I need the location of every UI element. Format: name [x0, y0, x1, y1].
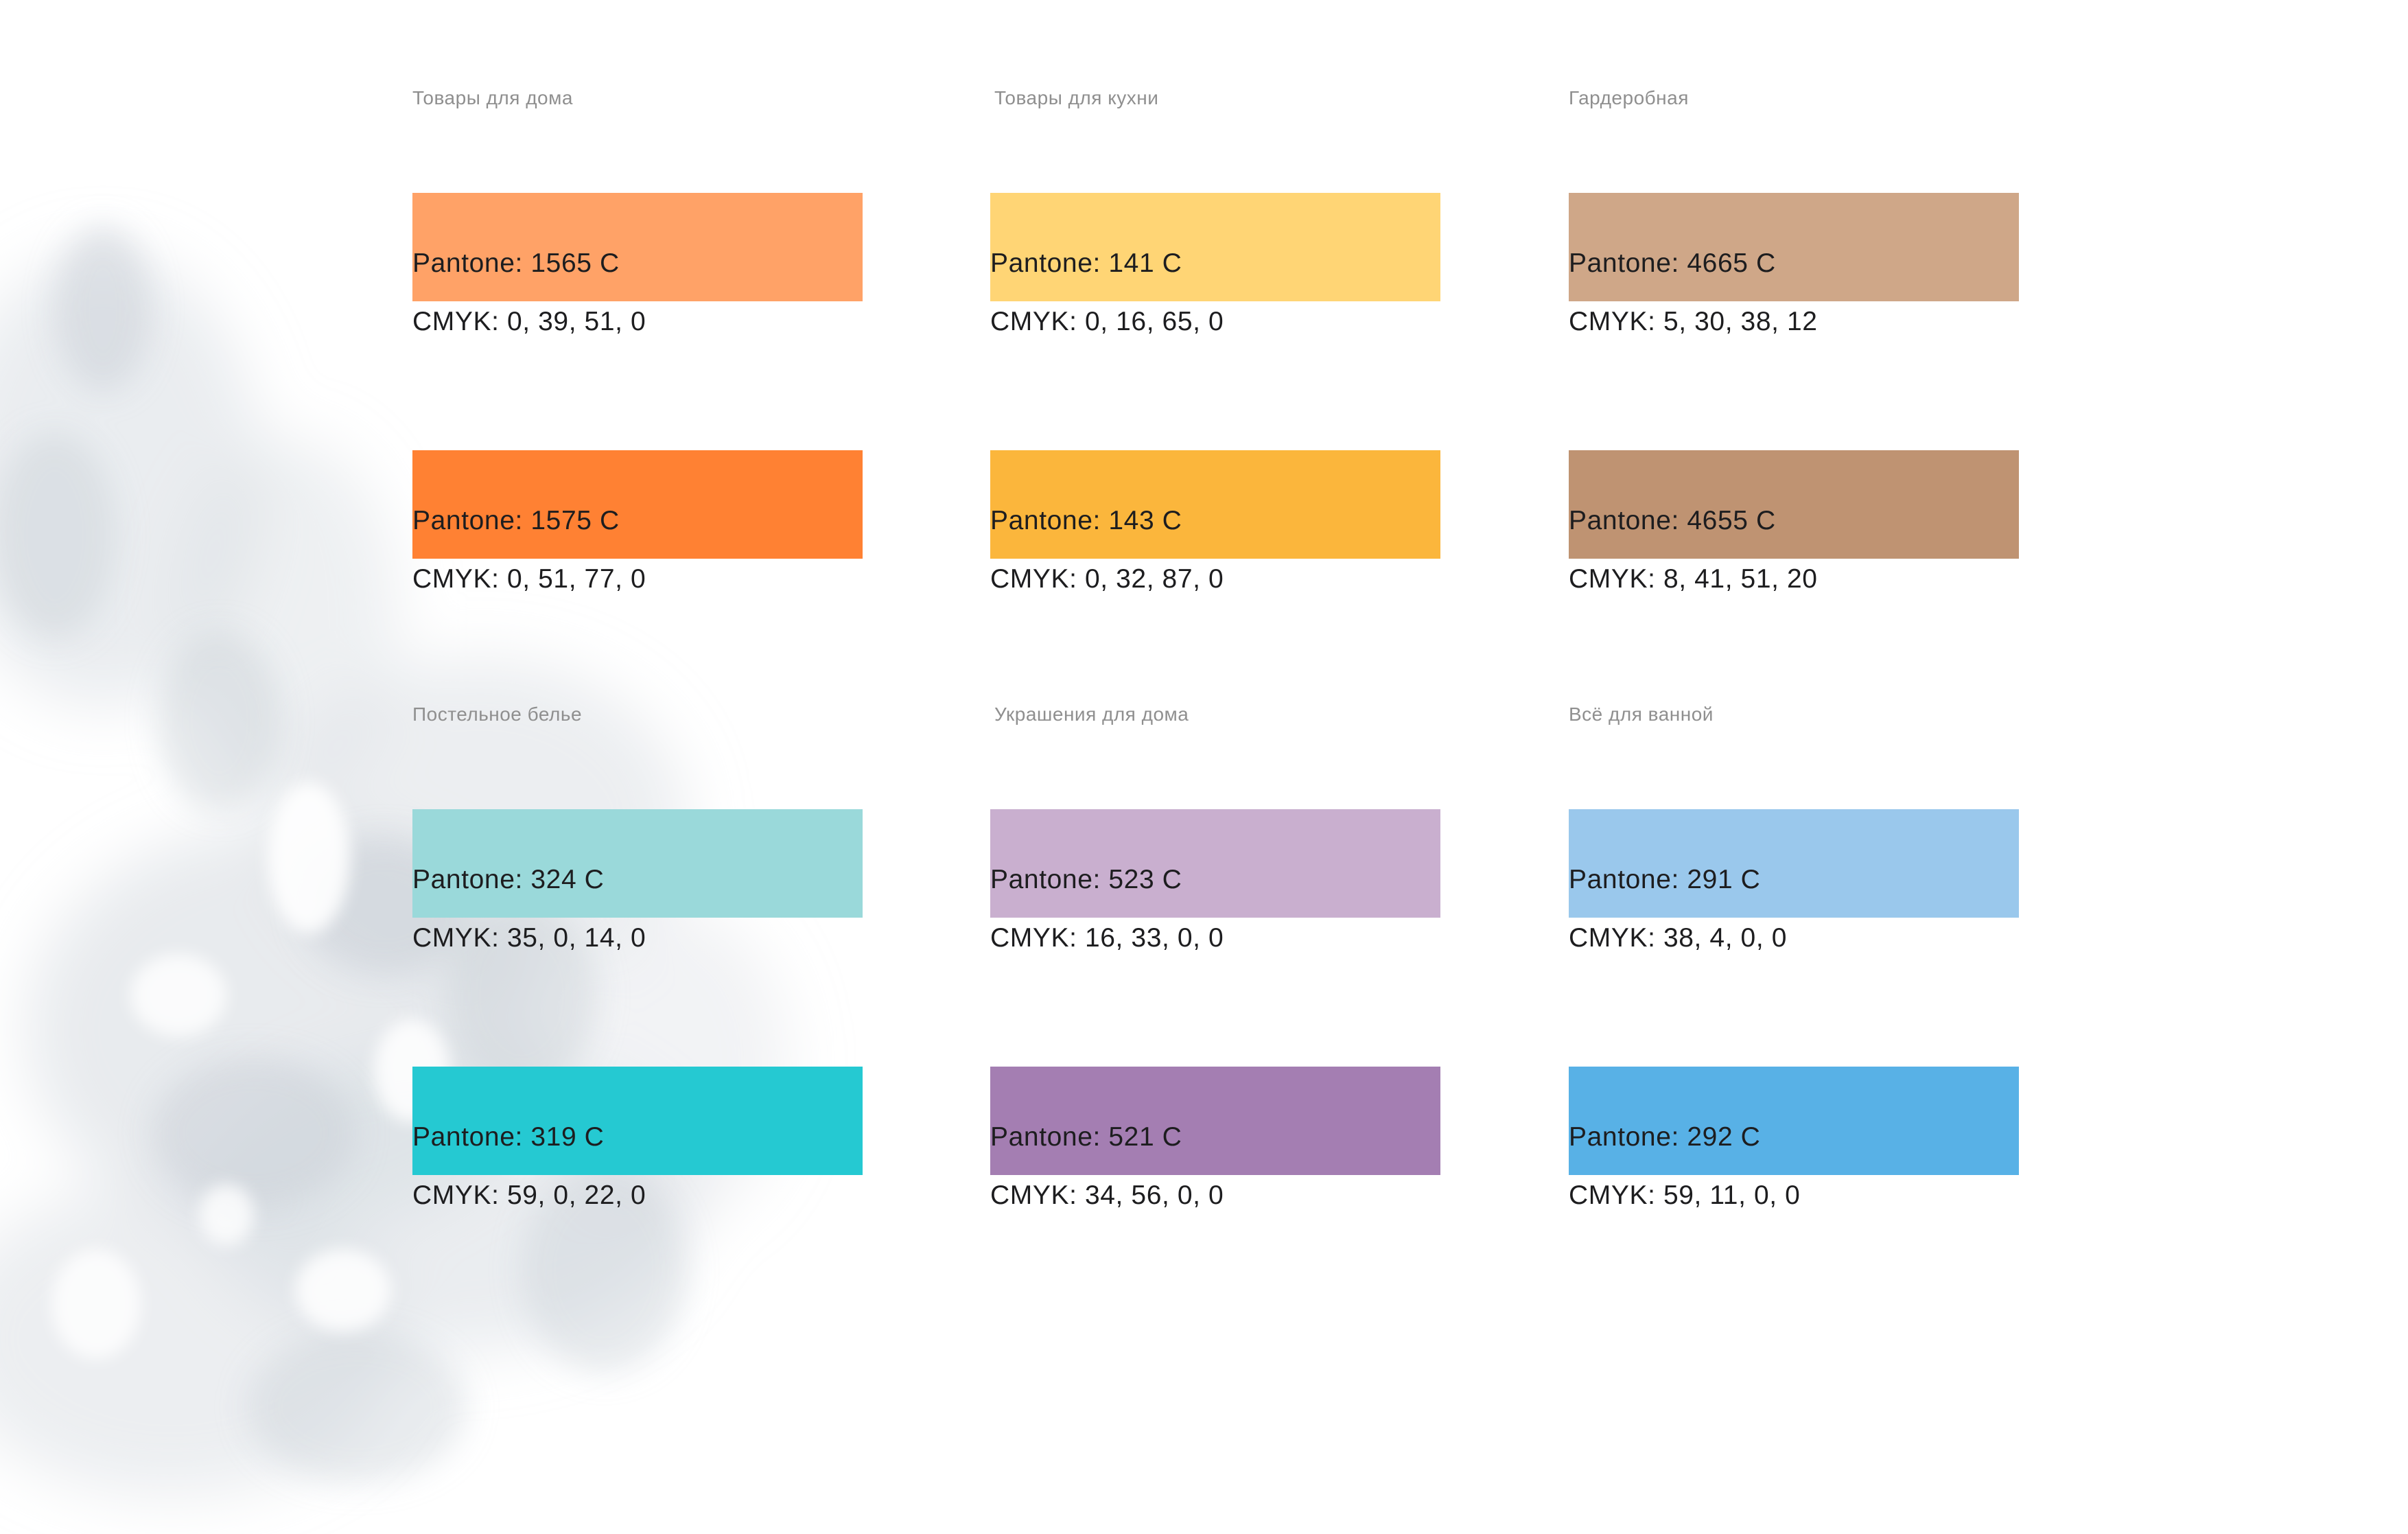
color-swatch	[1569, 1067, 2019, 1175]
color-swatch	[412, 450, 863, 559]
color-swatch	[990, 1067, 1440, 1175]
cmyk-label: CMYK: 0, 39, 51, 0	[412, 307, 646, 336]
group-title: Товары для дома	[412, 87, 573, 108]
group-title: Постельное белье	[412, 704, 583, 725]
cmyk-label: CMYK: 0, 16, 65, 0	[990, 307, 1224, 336]
pantone-label: Pantone: 4665 C	[1569, 248, 1776, 278]
color-swatch	[1569, 809, 2019, 918]
pantone-label: Pantone: 1575 C	[412, 506, 620, 535]
pantone-label: Pantone: 291 C	[1569, 865, 1761, 894]
cmyk-label: CMYK: 59, 0, 22, 0	[412, 1181, 646, 1210]
group-title: Всё для ванной	[1569, 704, 1714, 725]
pantone-label: Pantone: 143 C	[990, 506, 1182, 535]
cmyk-label: CMYK: 0, 32, 87, 0	[990, 564, 1224, 594]
group-title: Украшения для дома	[994, 704, 1189, 725]
pantone-label: Pantone: 4655 C	[1569, 506, 1776, 535]
pantone-label: Pantone: 1565 C	[412, 248, 620, 278]
color-swatch	[412, 809, 863, 918]
pantone-label: Pantone: 319 C	[412, 1122, 605, 1152]
cmyk-label: CMYK: 35, 0, 14, 0	[412, 923, 646, 953]
pantone-label: Pantone: 292 C	[1569, 1122, 1761, 1152]
cmyk-label: CMYK: 34, 56, 0, 0	[990, 1181, 1224, 1210]
cmyk-label: CMYK: 5, 30, 38, 12	[1569, 307, 1818, 336]
color-swatch	[990, 193, 1440, 301]
pantone-label: Pantone: 523 C	[990, 865, 1182, 894]
color-swatch	[990, 809, 1440, 918]
group-title: Гардеробная	[1569, 87, 1689, 108]
color-swatch	[412, 1067, 863, 1175]
cmyk-label: CMYK: 59, 11, 0, 0	[1569, 1181, 1801, 1210]
cmyk-label: CMYK: 16, 33, 0, 0	[990, 923, 1224, 953]
color-swatch	[990, 450, 1440, 559]
cmyk-label: CMYK: 38, 4, 0, 0	[1569, 923, 1788, 953]
color-swatch	[412, 193, 863, 301]
cmyk-label: CMYK: 0, 51, 77, 0	[412, 564, 646, 594]
color-swatch	[1569, 450, 2019, 559]
cmyk-label: CMYK: 8, 41, 51, 20	[1569, 564, 1818, 594]
pantone-label: Pantone: 324 C	[412, 865, 605, 894]
color-swatch	[1569, 193, 2019, 301]
pantone-label: Pantone: 141 C	[990, 248, 1182, 278]
pantone-label: Pantone: 521 C	[990, 1122, 1182, 1152]
group-title: Товары для кухни	[994, 87, 1159, 108]
